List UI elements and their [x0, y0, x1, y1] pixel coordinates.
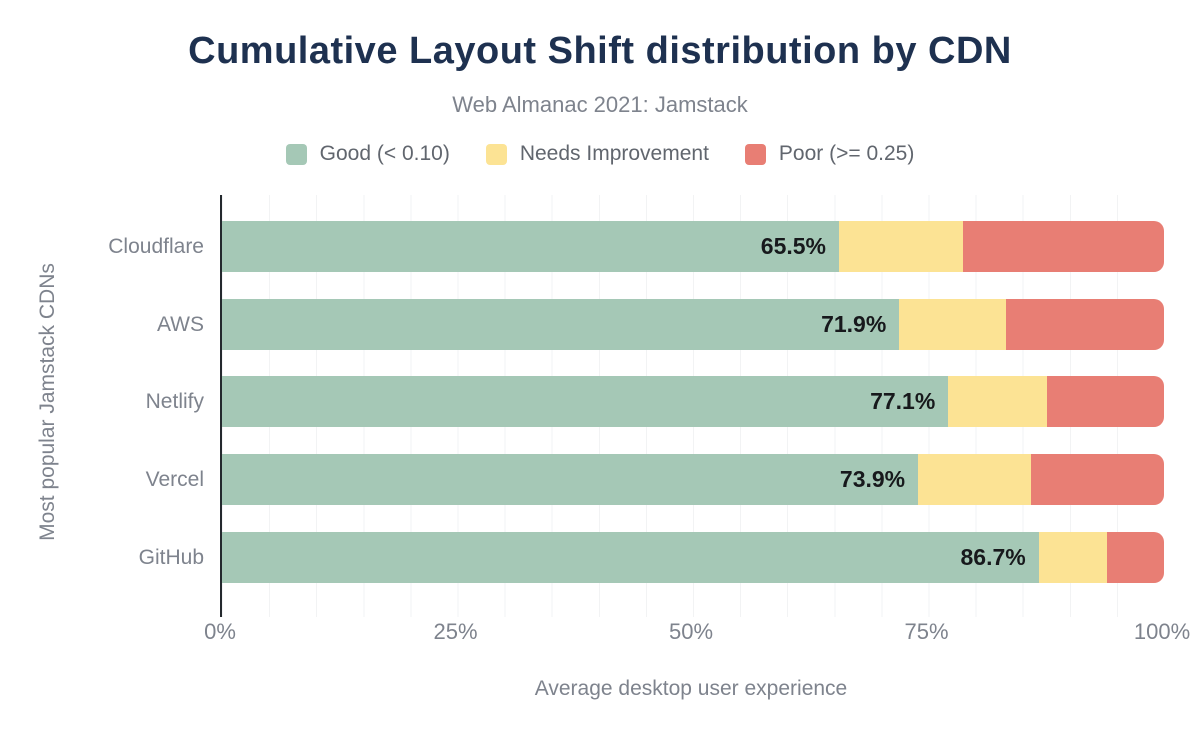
legend-item: Poor (>= 0.25)	[744, 142, 915, 166]
bar-value-label: 77.1%	[870, 388, 936, 414]
legend-label: Poor (>= 0.25)	[778, 142, 915, 165]
bar-value-label: 86.7%	[960, 544, 1026, 570]
bar-segment	[918, 454, 1032, 505]
plot-area: 65.5% 71.9% 77.1% 73.9% 86.7%	[220, 195, 1164, 617]
bar-segment	[839, 221, 964, 272]
category-label: AWS	[156, 313, 204, 336]
bar-row-github: 86.7%	[222, 532, 1164, 583]
legend-item: Good (< 0.10)	[285, 142, 450, 166]
bar-segment	[899, 299, 1006, 350]
legend-swatch-icon	[485, 143, 507, 165]
legend-label: Needs Improvement	[519, 142, 709, 165]
legend-swatch-icon	[285, 143, 307, 165]
bar-value-label: 71.9%	[821, 311, 887, 337]
bar-row-cloudflare: 65.5%	[222, 221, 1164, 272]
chart-title: Cumulative Layout Shift distribution by …	[188, 30, 1012, 72]
category-label: Vercel	[145, 468, 204, 491]
bar-segment: 73.9%	[222, 454, 919, 505]
bar-row-aws: 71.9%	[222, 299, 1164, 350]
bar-segment: 77.1%	[222, 376, 949, 427]
x-tick-label: 25%	[433, 619, 478, 644]
bar-segment	[1047, 376, 1164, 427]
legend-label: Good (< 0.10)	[319, 142, 450, 165]
bar-segment: 71.9%	[222, 299, 900, 350]
bar-segment	[1031, 454, 1164, 505]
bar-segment	[1005, 299, 1164, 350]
bar-value-label: 65.5%	[760, 233, 826, 259]
bar-segment: 86.7%	[222, 532, 1039, 583]
category-label: Netlify	[145, 390, 204, 413]
bar-segment	[948, 376, 1048, 427]
bar-row-netlify: 77.1%	[222, 376, 1164, 427]
legend-swatch-icon	[744, 143, 766, 165]
legend-item: Needs Improvement	[485, 142, 709, 166]
bar-row-vercel: 73.9%	[222, 454, 1164, 505]
x-axis-ticks: 0% 25% 50% 75% 100%	[0, 619, 1200, 645]
bar-value-label: 73.9%	[839, 466, 906, 492]
x-axis-title: Average desktop user experience	[534, 677, 848, 700]
category-label: GitHub	[138, 546, 204, 569]
x-tick-label: 75%	[904, 619, 949, 644]
chart-subtitle: Web Almanac 2021: Jamstack	[452, 92, 748, 117]
x-tick-label: 100%	[1133, 619, 1191, 644]
bar-segment	[963, 221, 1164, 272]
x-tick-label: 50%	[668, 619, 714, 644]
bar-segment: 65.5%	[222, 221, 839, 272]
legend: Good (< 0.10) Needs Improvement Poor (>= 0…	[0, 142, 1200, 166]
x-tick-label: 0%	[204, 619, 236, 644]
category-axis: Cloudflare AWS Netlify Vercel GitHub	[0, 195, 204, 617]
bar-segment	[1107, 532, 1164, 583]
category-label: Cloudflare	[108, 235, 204, 258]
bar-segment	[1038, 532, 1108, 583]
